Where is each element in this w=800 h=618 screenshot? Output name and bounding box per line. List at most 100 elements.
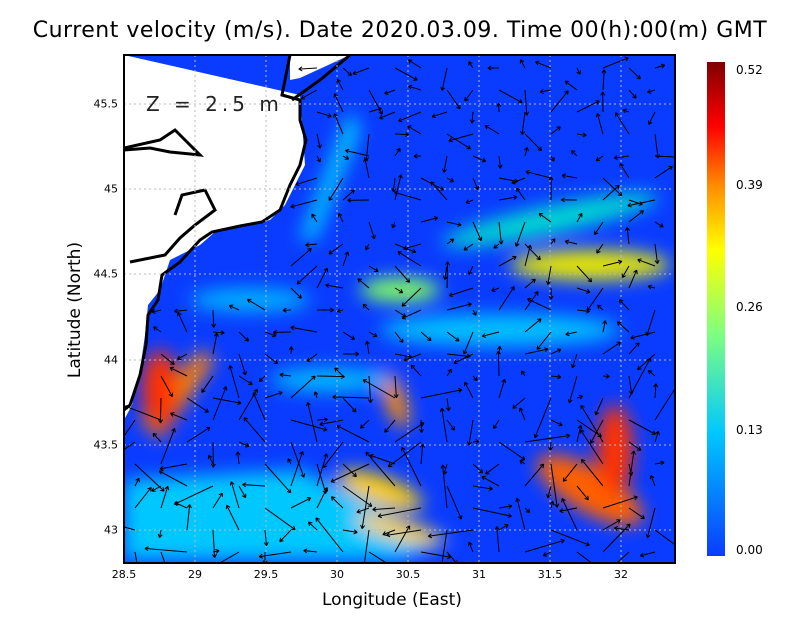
velocity-arrow bbox=[466, 419, 474, 446]
velocity-arrow bbox=[649, 475, 656, 487]
velocity-arrow bbox=[647, 111, 656, 125]
velocity-arrow bbox=[498, 503, 513, 509]
velocity-arrow bbox=[654, 529, 675, 546]
velocity-arrow bbox=[368, 551, 388, 563]
velocity-arrow bbox=[290, 375, 316, 399]
velocity-arrow bbox=[615, 112, 630, 135]
velocity-arrow bbox=[654, 221, 664, 228]
velocity-arrow bbox=[481, 475, 500, 487]
velocity-arrow bbox=[311, 213, 318, 223]
velocity-arrow bbox=[369, 453, 396, 465]
x-tick-label: 31.5 bbox=[537, 568, 563, 581]
velocity-arrow bbox=[628, 342, 640, 355]
velocity-arrow bbox=[186, 397, 209, 413]
velocity-arrow bbox=[472, 485, 493, 492]
velocity-arrow bbox=[625, 226, 630, 245]
velocity-arrow bbox=[157, 529, 163, 539]
velocity-arrow bbox=[316, 453, 329, 487]
velocity-arrow bbox=[472, 177, 480, 191]
velocity-arrow bbox=[628, 357, 652, 399]
velocity-arrow bbox=[264, 507, 296, 531]
velocity-arrow bbox=[550, 90, 569, 113]
velocity-arrow bbox=[290, 199, 318, 209]
velocity-arrow bbox=[627, 199, 656, 208]
velocity-arrow bbox=[491, 287, 500, 293]
velocity-arrow bbox=[316, 307, 334, 313]
velocity-arrow bbox=[173, 308, 188, 314]
velocity-arrow bbox=[159, 463, 188, 471]
velocity-arrow bbox=[336, 308, 344, 314]
velocity-arrow bbox=[362, 379, 396, 399]
velocity-arrow bbox=[548, 441, 554, 451]
velocity-arrow bbox=[514, 221, 526, 247]
velocity-arrow bbox=[305, 401, 318, 443]
velocity-arrow bbox=[550, 463, 560, 508]
velocity-arrow bbox=[446, 302, 472, 311]
velocity-arrow bbox=[548, 287, 554, 300]
velocity-arrow bbox=[595, 155, 604, 162]
velocity-arrow bbox=[613, 525, 630, 531]
velocity-arrow bbox=[186, 504, 192, 531]
velocity-arrow bbox=[170, 412, 188, 421]
velocity-arrow bbox=[524, 507, 531, 514]
velocity-arrow bbox=[160, 485, 170, 509]
velocity-arrow bbox=[446, 133, 471, 150]
velocity-arrow bbox=[576, 212, 583, 223]
velocity-arrow bbox=[394, 525, 411, 553]
velocity-arrow bbox=[303, 548, 318, 554]
velocity-arrow bbox=[481, 331, 500, 338]
velocity-arrow bbox=[545, 265, 552, 285]
velocity-arrow bbox=[342, 351, 360, 357]
velocity-arrow bbox=[174, 501, 188, 509]
velocity-arrow bbox=[494, 526, 500, 553]
velocity-arrow bbox=[290, 497, 312, 509]
velocity-arrow bbox=[550, 155, 555, 162]
velocity-arrow bbox=[229, 481, 240, 509]
velocity-arrow bbox=[550, 126, 561, 135]
velocity-arrow bbox=[628, 419, 656, 435]
velocity-arrow bbox=[628, 507, 645, 520]
velocity-arrow bbox=[618, 299, 630, 311]
velocity-arrow bbox=[498, 441, 526, 461]
velocity-arrow bbox=[548, 176, 554, 201]
velocity-arrow bbox=[654, 243, 660, 264]
velocity-arrow bbox=[576, 287, 591, 294]
velocity-arrow bbox=[446, 89, 461, 110]
velocity-arrow bbox=[333, 113, 344, 135]
velocity-arrow bbox=[571, 353, 578, 369]
velocity-arrow bbox=[524, 146, 529, 157]
velocity-arrow bbox=[616, 551, 630, 563]
velocity-arrow bbox=[472, 463, 484, 474]
velocity-arrow bbox=[357, 278, 370, 289]
velocity-arrow bbox=[602, 259, 623, 267]
velocity-arrow bbox=[325, 283, 344, 289]
velocity-arrow bbox=[446, 368, 452, 377]
velocity-arrow bbox=[352, 67, 370, 76]
velocity-arrow bbox=[484, 124, 500, 135]
velocity-arrow bbox=[160, 375, 173, 398]
velocity-arrow bbox=[600, 91, 606, 113]
velocity-arrow bbox=[419, 443, 425, 465]
velocity-arrow bbox=[393, 190, 422, 201]
velocity-arrow bbox=[263, 529, 269, 547]
velocity-arrow bbox=[394, 331, 404, 344]
velocity-arrow bbox=[238, 375, 253, 386]
velocity-arrow bbox=[546, 485, 552, 499]
velocity-arrow bbox=[211, 309, 217, 328]
velocity-arrow bbox=[334, 367, 344, 377]
velocity-arrow bbox=[619, 163, 630, 179]
velocity-arrow bbox=[439, 407, 448, 443]
depth-label: Z = 2.5 m bbox=[146, 92, 283, 116]
colorbar-tick: 0.39 bbox=[736, 178, 763, 192]
velocity-arrow bbox=[328, 243, 344, 255]
velocity-arrow bbox=[526, 297, 552, 311]
y-tick-label: 44 bbox=[104, 353, 118, 367]
velocity-arrow bbox=[235, 451, 241, 465]
y-axis-label: Latitude (North) bbox=[65, 241, 85, 379]
velocity-arrow bbox=[384, 89, 396, 96]
velocity-arrow bbox=[279, 529, 292, 543]
velocity-arrow bbox=[288, 346, 294, 355]
velocity-arrow bbox=[446, 485, 463, 520]
velocity-arrow bbox=[630, 331, 656, 340]
